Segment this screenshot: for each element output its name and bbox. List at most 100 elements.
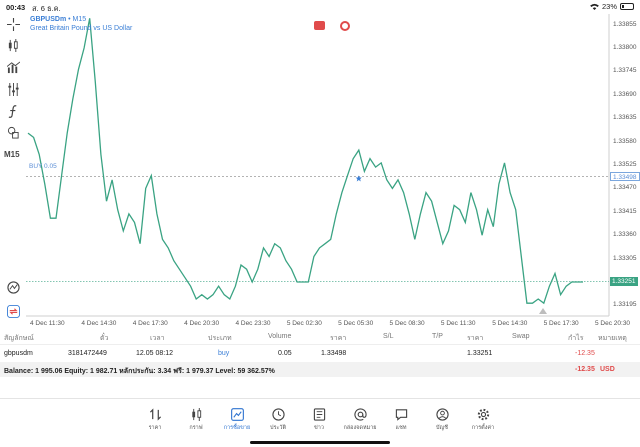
one-click-badge-icon[interactable] bbox=[314, 21, 325, 30]
quotes-arrows-icon bbox=[149, 408, 161, 421]
time-tick-label: 5 Dec 05:30 bbox=[338, 320, 374, 327]
price-tick-label: 1.33635 bbox=[613, 114, 637, 122]
tab-mailbox[interactable]: กล่องจดหมาย bbox=[342, 408, 378, 432]
wifi-icon bbox=[590, 3, 599, 10]
price-tick-label: 1.33800 bbox=[613, 44, 637, 52]
time-tick-label: 5 Dec 20:30 bbox=[595, 320, 631, 327]
price-tick-label: 1.33525 bbox=[613, 161, 637, 168]
table-row[interactable]: gbpusdm 3181472449 12.05 08:12 buy 0.05 … bbox=[0, 345, 640, 362]
time-tick-label: 5 Dec 08:30 bbox=[389, 320, 425, 327]
header-current-price[interactable]: ราคา bbox=[467, 335, 484, 342]
cell-profit: -12.35 bbox=[575, 350, 595, 357]
objects-shapes-icon[interactable] bbox=[5, 124, 21, 140]
buy-price-box: 1.33498 bbox=[610, 171, 640, 181]
chart-canvas[interactable] bbox=[26, 14, 640, 329]
settings-sliders-icon[interactable] bbox=[5, 81, 21, 97]
tab-history[interactable]: ประวัติ bbox=[260, 408, 296, 432]
battery-percent: 23% bbox=[601, 2, 617, 11]
header-swap[interactable]: Swap bbox=[512, 333, 530, 340]
cell-current-price: 1.33251 bbox=[467, 350, 493, 357]
header-volume[interactable]: Volume bbox=[268, 333, 292, 340]
time-tick-label: 4 Dec 14:30 bbox=[81, 320, 117, 327]
chat-bubble-icon bbox=[395, 409, 407, 421]
bottom-tab-bar: ราคา กราฟ การซื้อขาย ประวัติ ข่าว กล่องจ… bbox=[0, 398, 640, 447]
one-click-trading-icon[interactable] bbox=[5, 303, 21, 319]
price-tick-label: 1.33745 bbox=[613, 67, 637, 75]
news-book-icon bbox=[313, 408, 325, 421]
chart-type-candles-icon[interactable] bbox=[5, 37, 21, 53]
header-comment[interactable]: หมายเหตุ bbox=[598, 335, 627, 342]
price-tick-label: 1.33360 bbox=[613, 231, 637, 239]
tab-label: การซื้อขาย bbox=[223, 425, 251, 431]
chart-symbol: GBPUSDm bbox=[30, 16, 67, 23]
balance-profit: -12.35 bbox=[575, 366, 595, 373]
time-tick-label: 5 Dec 14:30 bbox=[492, 320, 528, 327]
price-tick-label: 1.33470 bbox=[613, 184, 637, 192]
header-ticket[interactable]: ตั๋ว bbox=[100, 335, 109, 342]
header-symbol[interactable]: สัญลักษณ์ bbox=[4, 335, 34, 342]
trade-signal-icon[interactable] bbox=[5, 279, 21, 295]
candles-icon bbox=[191, 408, 201, 421]
timeframe-button[interactable]: M15 bbox=[4, 149, 20, 159]
trade-entry-marker-icon bbox=[355, 175, 362, 182]
tab-trade[interactable]: การซื้อขาย bbox=[219, 408, 255, 432]
trade-chart-icon bbox=[230, 408, 244, 421]
status-bar: 00:43 ส. 6 ธ.ค. 23% bbox=[0, 0, 640, 13]
tab-label: กล่องจดหมาย bbox=[343, 425, 377, 431]
tab-label: กราฟ bbox=[189, 425, 203, 431]
header-time[interactable]: เวลา bbox=[150, 335, 165, 342]
price-tick-label: 1.33580 bbox=[613, 137, 637, 145]
chart-shift-icon bbox=[539, 308, 547, 314]
time-tick-label: 5 Dec 02:30 bbox=[286, 320, 322, 327]
chart-symbol-title: GBPUSDm • M15 bbox=[30, 16, 87, 23]
battery-fill bbox=[622, 5, 625, 8]
tab-quotes[interactable]: ราคา bbox=[137, 408, 173, 432]
tab-label: การตั้งค่า bbox=[471, 425, 495, 431]
balance-summary: Balance: 1 995.06 Equity: 1 982.71 หลักป… bbox=[4, 368, 275, 375]
tab-label: ข่าว bbox=[314, 425, 324, 431]
tab-label: บัญชี bbox=[436, 425, 448, 431]
header-tp[interactable]: T/P bbox=[432, 333, 443, 340]
tab-label: ราคา bbox=[148, 425, 162, 431]
price-tick-label: 1.33305 bbox=[613, 254, 637, 262]
cell-ticket: 3181472449 bbox=[68, 350, 107, 357]
cell-time: 12.05 08:12 bbox=[136, 350, 173, 357]
tab-account[interactable]: บัญชี bbox=[424, 408, 460, 432]
crosshair-icon[interactable] bbox=[5, 16, 21, 32]
header-profit[interactable]: กำไร bbox=[568, 335, 584, 342]
time-tick-label: 4 Dec 17:30 bbox=[132, 320, 168, 327]
chart-period: M15 bbox=[72, 16, 87, 23]
status-time: 00:43 bbox=[6, 3, 26, 12]
chart-toolbar: M15 bbox=[0, 14, 26, 318]
account-user-icon bbox=[435, 408, 449, 421]
header-price[interactable]: ราคา bbox=[330, 335, 347, 342]
function-icon[interactable] bbox=[5, 103, 21, 119]
battery-icon bbox=[620, 3, 634, 10]
signal-badge-icon[interactable] bbox=[340, 21, 350, 31]
cell-type: buy bbox=[218, 350, 230, 357]
price-tick-label: 1.33195 bbox=[613, 301, 637, 309]
indicators-icon[interactable] bbox=[5, 59, 21, 75]
balance-row: Balance: 1 995.06 Equity: 1 982.71 หลักป… bbox=[0, 362, 640, 377]
cell-price: 1.33498 bbox=[321, 350, 347, 357]
bid-price-box: 1.33251 bbox=[610, 277, 638, 287]
price-tick-label: 1.33690 bbox=[613, 90, 637, 98]
cell-symbol: gbpusdm bbox=[4, 350, 33, 357]
price-tick-label: 1.33855 bbox=[613, 20, 637, 28]
status-right: 23% bbox=[590, 2, 634, 11]
chart-symbol-description: Great Britain Pound vs US Dollar bbox=[30, 25, 133, 32]
header-sl[interactable]: S/L bbox=[383, 333, 394, 340]
tab-settings[interactable]: การตั้งค่า bbox=[465, 408, 501, 432]
status-date: ส. 6 ธ.ค. bbox=[32, 4, 61, 13]
tab-chat[interactable]: แชท bbox=[383, 408, 419, 432]
tab-label: ประวัติ bbox=[269, 425, 287, 431]
time-tick-label: 4 Dec 20:30 bbox=[184, 320, 220, 327]
time-tick-label: 4 Dec 23:30 bbox=[235, 320, 271, 327]
price-chart[interactable]: GBPUSDm • M15 Great Britain Pound vs US … bbox=[26, 14, 640, 329]
tab-label: แชท bbox=[395, 425, 407, 431]
time-tick-label: 5 Dec 17:30 bbox=[543, 320, 579, 327]
header-type[interactable]: ประเภท bbox=[208, 335, 232, 342]
tab-chart[interactable]: กราฟ bbox=[178, 408, 214, 432]
tab-news[interactable]: ข่าว bbox=[301, 408, 337, 432]
cell-volume: 0.05 bbox=[278, 350, 292, 357]
